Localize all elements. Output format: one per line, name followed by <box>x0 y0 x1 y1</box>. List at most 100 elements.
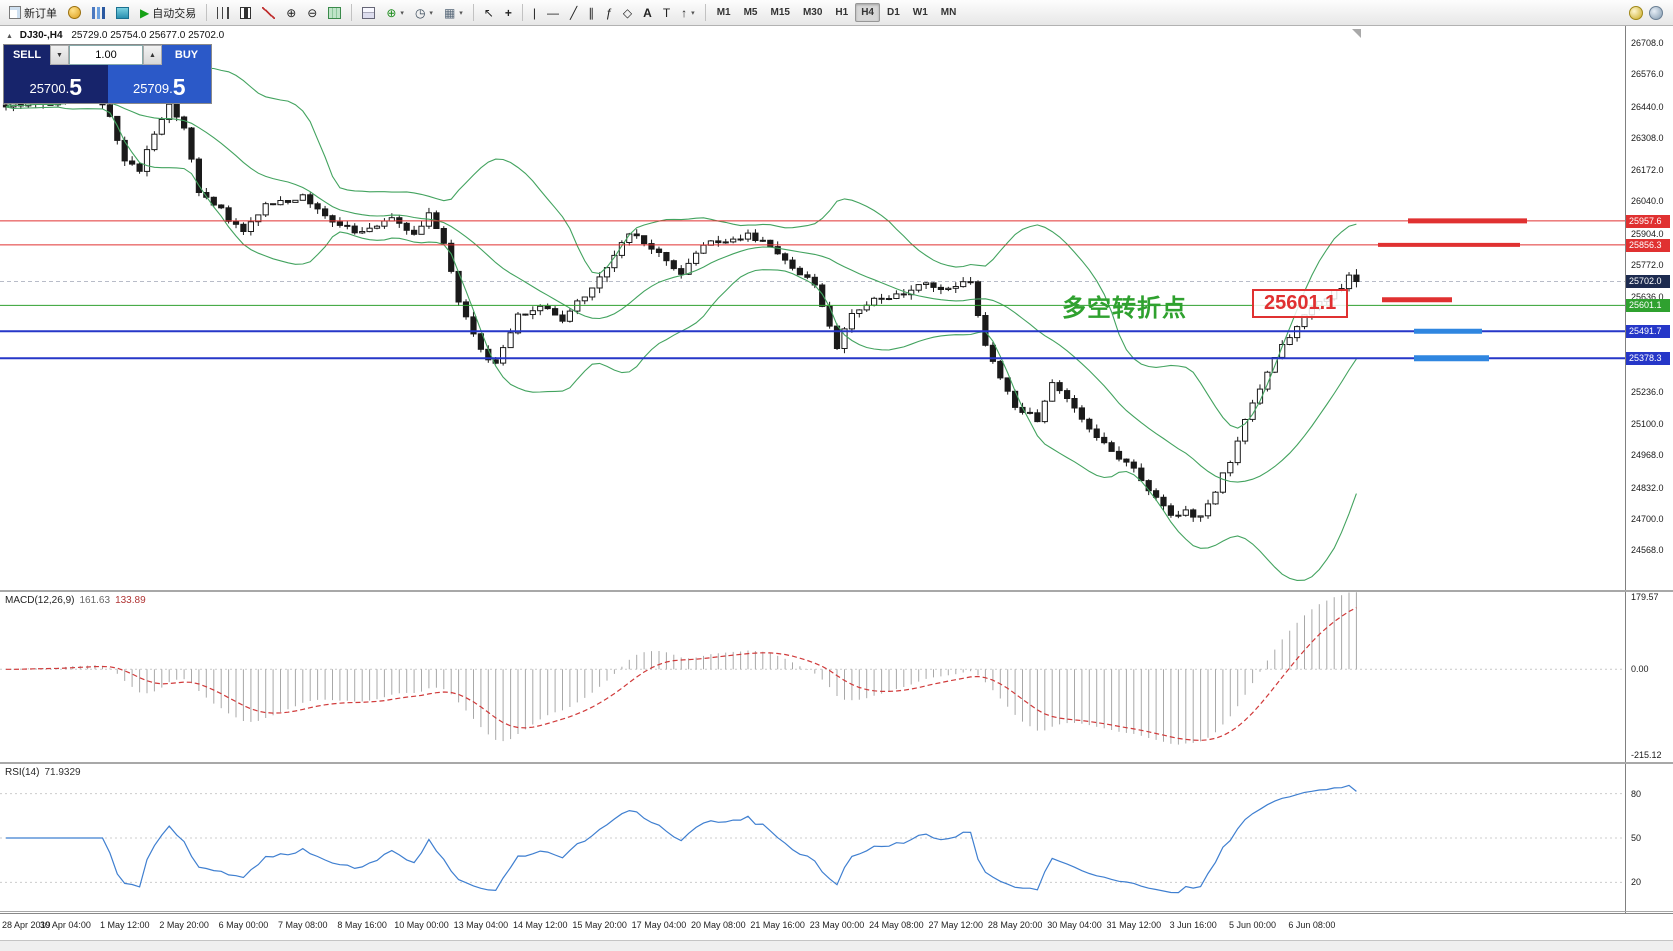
scale-tick-label: 50 <box>1631 833 1642 843</box>
sell-price-main: 25700. <box>29 81 70 96</box>
toolbar-separator <box>704 4 706 21</box>
panel-separator[interactable] <box>0 762 1673 764</box>
market-icon[interactable] <box>1649 5 1663 20</box>
sell-price-button[interactable]: 25700. 5 <box>4 65 108 103</box>
scale-tick-label: 25772.0 <box>1631 260 1664 270</box>
template-icon: ▦ <box>443 5 456 20</box>
time-axis-label: 17 May 04:00 <box>631 920 687 930</box>
main-toolbar: 新订单 ▶ 自动交易 ⊕ ⊖ ⊕ ▾ ◷ ▾ ▦ ▾ ↖ + | — ╱ ∥ ƒ… <box>0 0 1673 26</box>
clock-icon: ◷ <box>414 5 426 20</box>
timeframe-M5[interactable]: M5 <box>738 3 764 22</box>
timeframe-W1[interactable]: W1 <box>907 3 934 22</box>
shapes-tool-button[interactable]: ◇ <box>618 2 637 23</box>
quotes-button[interactable] <box>111 2 134 23</box>
compass-button[interactable] <box>63 2 86 23</box>
timeframe-group: M1 M5 M15 M30 H1 H4 D1 W1 MN <box>711 3 963 22</box>
grid-icon <box>328 6 342 19</box>
price-badge: 25491.7 <box>1626 325 1670 338</box>
collapse-arrow-icon[interactable]: ▲ <box>6 33 13 40</box>
horizontal-line-tool-button[interactable]: — <box>542 2 564 23</box>
price-badge: 25378.3 <box>1626 352 1670 365</box>
autotrade-button[interactable]: ▶ 自动交易 <box>135 2 201 23</box>
sell-button[interactable]: SELL <box>4 45 50 65</box>
text-tool-button[interactable]: A <box>638 2 657 23</box>
line-chart-icon <box>262 6 276 19</box>
tile-windows-icon <box>362 6 376 19</box>
buy-button[interactable]: BUY <box>162 45 211 65</box>
time-axis-label: 31 May 12:00 <box>1106 920 1162 930</box>
turning-point-price-box[interactable]: 25601.1 <box>1252 289 1349 318</box>
volume-increase-button[interactable]: ▲ <box>143 45 162 65</box>
macd-canvas[interactable] <box>0 592 1625 762</box>
channel-tool-button[interactable]: ∥ <box>583 2 599 23</box>
charts-button[interactable] <box>87 2 110 23</box>
timeframe-D1[interactable]: D1 <box>881 3 906 22</box>
scale-tick-label: 24700.0 <box>1631 514 1664 524</box>
candlestick-chart-canvas[interactable] <box>0 26 1625 590</box>
buy-price-fraction: 5 <box>172 74 186 100</box>
timeframe-M15[interactable]: M15 <box>765 3 796 22</box>
scale-tick-label: 25904.0 <box>1631 229 1664 239</box>
chevron-down-icon: ▾ <box>429 9 433 17</box>
tile-windows-button[interactable] <box>357 2 380 23</box>
trendline-tool-button[interactable]: ╱ <box>565 2 582 23</box>
panel-separator <box>0 911 1673 912</box>
cursor-tool-button[interactable]: ↖ <box>479 2 499 23</box>
grid-button[interactable] <box>323 2 346 23</box>
indicators-button[interactable]: ⊕ ▾ <box>381 2 409 23</box>
timeframe-MN[interactable]: MN <box>935 3 963 22</box>
rsi-name: RSI(14) <box>5 767 40 778</box>
time-axis-label: 23 May 00:00 <box>809 920 865 930</box>
add-indicator-icon: ⊕ <box>386 5 397 20</box>
text-label-tool-button[interactable]: T <box>658 2 675 23</box>
volume-decrease-button[interactable]: ▼ <box>50 45 69 65</box>
new-order-button[interactable]: 新订单 <box>4 2 62 23</box>
scale-tick-label: 26576.0 <box>1631 69 1664 79</box>
price-badge: 25702.0 <box>1626 275 1670 288</box>
scale-tick-label: 25100.0 <box>1631 419 1664 429</box>
community-icon[interactable] <box>1629 5 1643 20</box>
time-axis-label: 30 May 04:00 <box>1047 920 1102 930</box>
crosshair-tool-button[interactable]: + <box>500 2 517 23</box>
buy-price-button[interactable]: 25709. 5 <box>107 65 211 103</box>
scale-tick-label: 24968.0 <box>1631 450 1664 460</box>
timeframe-H1[interactable]: H1 <box>829 3 854 22</box>
macd-value: 161.63 <box>79 595 111 606</box>
periods-button[interactable]: ◷ ▾ <box>410 2 438 23</box>
chart-ohlc-values: 25729.0 25754.0 25677.0 25702.0 <box>71 30 225 41</box>
sell-price-fraction: 5 <box>69 74 83 100</box>
chart-shift-marker-icon[interactable] <box>1352 29 1361 38</box>
play-icon: ▶ <box>140 5 150 20</box>
timeframe-H4[interactable]: H4 <box>855 3 880 22</box>
bar-chart-mode-button[interactable] <box>212 2 234 23</box>
crosshair-icon: + <box>504 5 512 20</box>
candlestick-mode-button[interactable] <box>235 2 256 23</box>
panel-separator[interactable] <box>0 590 1673 592</box>
fibonacci-tool-button[interactable]: ƒ <box>600 2 617 23</box>
time-axis-label: 28 May 20:00 <box>987 920 1043 930</box>
toolbar-separator <box>472 4 474 21</box>
arrows-tool-button[interactable]: ↑ ▾ <box>676 2 700 23</box>
candlestick-icon <box>240 6 252 19</box>
chart-ohlc-info: ▲ DJ30-,H4 25729.0 25754.0 25677.0 25702… <box>6 30 224 41</box>
macd-label: MACD(12,26,9) 161.63 133.89 <box>5 595 146 606</box>
zoom-out-button[interactable]: ⊖ <box>302 2 322 23</box>
vertical-line-tool-button[interactable]: | <box>528 2 541 23</box>
scale-tick-label: 80 <box>1631 789 1642 799</box>
line-chart-mode-button[interactable] <box>257 2 280 23</box>
text-label-icon: T <box>662 5 671 20</box>
templates-button[interactable]: ▦ ▾ <box>439 2 468 23</box>
new-order-label: 新订单 <box>24 7 57 20</box>
timeframe-M30[interactable]: M30 <box>797 3 828 22</box>
scale-tick-label: 179.57 <box>1631 592 1659 602</box>
scale-tick-label: 26308.0 <box>1631 133 1664 143</box>
turning-point-annotation[interactable]: 多空转折点 <box>1062 295 1187 322</box>
rsi-canvas[interactable] <box>0 764 1625 912</box>
time-axis[interactable]: 28 Apr 2019 30 Apr 04:00 1 May 12:00 2 May … <box>0 913 1673 940</box>
zoom-in-button[interactable]: ⊕ <box>281 2 301 23</box>
price-scale[interactable]: 26708.0 26576.0 26440.0 26308.0 26172.0 26040… <box>1626 0 1673 940</box>
quotes-icon <box>116 6 129 19</box>
volume-input[interactable] <box>69 45 143 65</box>
timeframe-M1[interactable]: M1 <box>711 3 737 22</box>
scale-tick-label: 26708.0 <box>1631 38 1664 48</box>
